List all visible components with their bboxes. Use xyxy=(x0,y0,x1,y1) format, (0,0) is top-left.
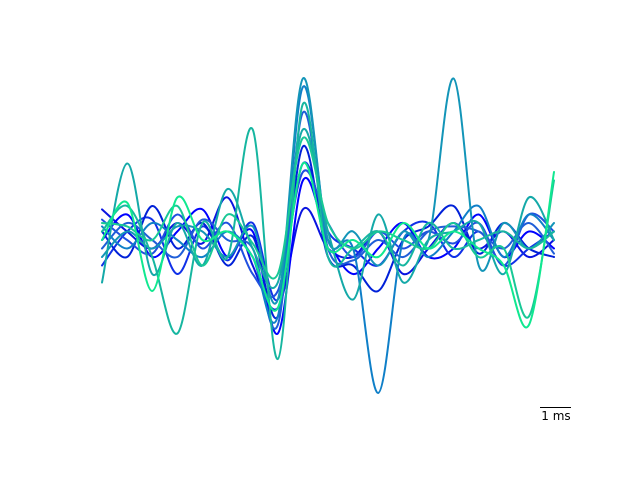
waveform-traces xyxy=(101,77,555,395)
waveform-trace-11 xyxy=(101,136,555,319)
scale-bar-label: 1 ms xyxy=(541,409,570,423)
waveform-trace-8 xyxy=(101,77,555,305)
waveform-trace-10 xyxy=(101,101,555,361)
waveform-trace-12 xyxy=(101,161,555,329)
waveform-trace-9 xyxy=(101,128,555,301)
scale-bar: 1 ms xyxy=(540,407,571,423)
